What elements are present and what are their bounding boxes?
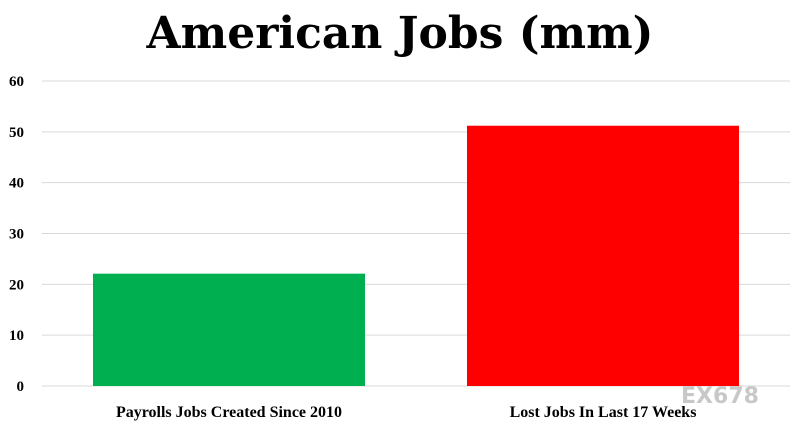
chart-title: American Jobs (mm) (146, 8, 654, 59)
x-axis-labels: Payrolls Jobs Created Since 2010 Lost Job… (116, 404, 696, 421)
x-category-label: Payrolls Jobs Created Since 2010 (116, 404, 342, 421)
y-tick-label: 60 (9, 74, 24, 90)
x-category-label: Lost Jobs In Last 17 Weeks (510, 404, 697, 421)
y-tick-label: 20 (9, 277, 24, 293)
y-tick-label: 0 (17, 379, 25, 395)
bar-1 (93, 273, 365, 386)
y-tick-label: 50 (9, 125, 24, 141)
y-tick-label: 30 (9, 227, 24, 243)
y-tick-label: 10 (9, 328, 24, 344)
y-axis-ticks: 0 10 20 30 40 50 60 (9, 74, 24, 395)
watermark-text: EX678 (681, 384, 759, 409)
bars (93, 125, 739, 386)
y-tick-label: 40 (9, 176, 24, 192)
bar-2 (467, 125, 739, 386)
